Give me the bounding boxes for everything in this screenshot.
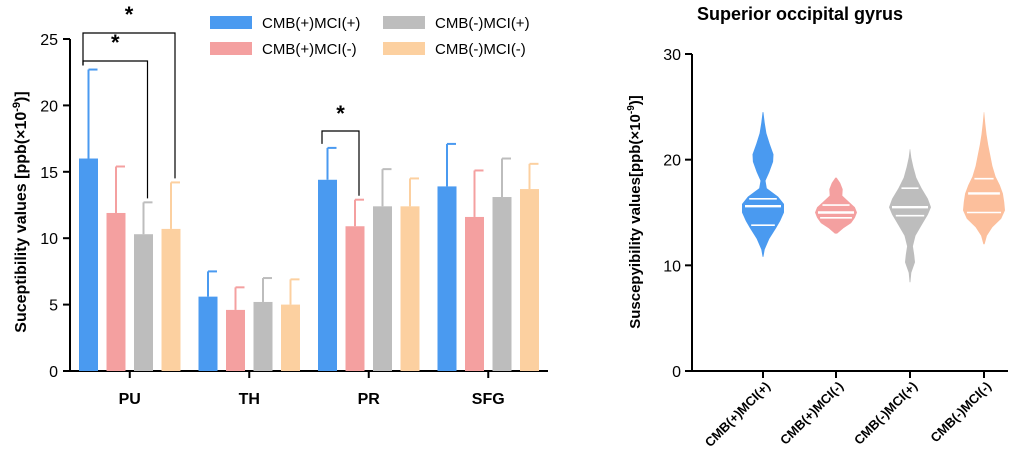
bar-y-tick-label: 25: [40, 32, 58, 49]
bar: [281, 304, 300, 371]
bar-y-axis-label-close: )]: [13, 91, 30, 102]
violin-category-label: CMB(+)MCI(+): [702, 379, 773, 450]
bar: [226, 309, 245, 371]
bar: [134, 234, 153, 371]
bar-category-label-th: TH: [239, 391, 260, 408]
violin-y-tick-label: 20: [663, 153, 681, 170]
bar-y-axis-label-main: Suceptibility values [ppb(×10: [13, 112, 30, 333]
violin-y-tick-label: 30: [663, 47, 681, 64]
violin-category-label: CMB(-)MCI(-): [927, 379, 994, 446]
legend-label: CMB(-)MCI(-): [435, 41, 526, 58]
bar: [79, 158, 98, 371]
legend-swatch: [383, 16, 425, 29]
violin-body: [742, 112, 784, 257]
bar-y-tick-label: 15: [40, 165, 58, 182]
bar: [373, 206, 392, 371]
bar: [400, 206, 420, 371]
bar: [106, 212, 126, 371]
violin-y-tick-label: 10: [663, 258, 681, 275]
bar: [161, 228, 181, 371]
bar-category-label-pr: PR: [358, 391, 381, 408]
bar-y-axis-label: Suceptibility values [ppb(×10-9)]: [11, 91, 30, 332]
violin-chart: Superior occipital gyrus Suscepyibility …: [626, 4, 1008, 450]
violin-y-axis-label-close: )]: [627, 95, 644, 105]
violin-category-label: CMB(-)MCI(+): [851, 379, 920, 448]
significance-bracket: [321, 130, 360, 196]
bar: [437, 186, 457, 371]
bar-y-tick-label: 10: [40, 231, 58, 248]
bar: [465, 216, 484, 371]
legend-swatch: [383, 42, 425, 55]
violin-y-axis-label-main: Suscepyibility values[ppb(×10: [627, 114, 644, 329]
bar-y-tick-label: 5: [49, 298, 58, 315]
bar-category-label-pu: PU: [119, 391, 141, 408]
legend-label: CMB(+)MCI(+): [262, 15, 360, 32]
violin-chart-title: Superior occipital gyrus: [697, 4, 903, 24]
bar: [520, 189, 539, 371]
bar-chart: Suceptibility values [ppb(×10-9)] 0 5 10 15…: [11, 2, 548, 408]
significance-star: *: [111, 30, 120, 55]
bar: [253, 301, 273, 371]
violin-y-axis-label: Suscepyibility values[ppb(×10-9)]: [626, 95, 644, 329]
bar: [492, 197, 512, 371]
legend-label: CMB(+)MCI(-): [262, 41, 357, 58]
bar-y-tick-label: 0: [49, 364, 58, 381]
bar: [198, 296, 218, 371]
bar: [318, 179, 337, 371]
legend-swatch: [210, 42, 252, 55]
bar: [345, 226, 365, 371]
legend-swatch: [210, 16, 252, 29]
bar-category-label-sfg: SFG: [472, 391, 505, 408]
significance-bracket: [82, 60, 149, 199]
significance-star: *: [125, 2, 134, 27]
violin-category-label: CMB(+)MCI(-): [777, 379, 846, 448]
legend-label: CMB(-)MCI(+): [435, 15, 530, 32]
bar-y-tick-label: 20: [40, 98, 58, 115]
bar-y-axis-label-exponent: -9: [11, 102, 23, 112]
significance-bracket: [82, 32, 176, 179]
violin-y-tick-label: 0: [672, 364, 681, 381]
violin-y-axis-label-exponent: -9: [626, 105, 637, 114]
significance-star: *: [336, 101, 345, 126]
